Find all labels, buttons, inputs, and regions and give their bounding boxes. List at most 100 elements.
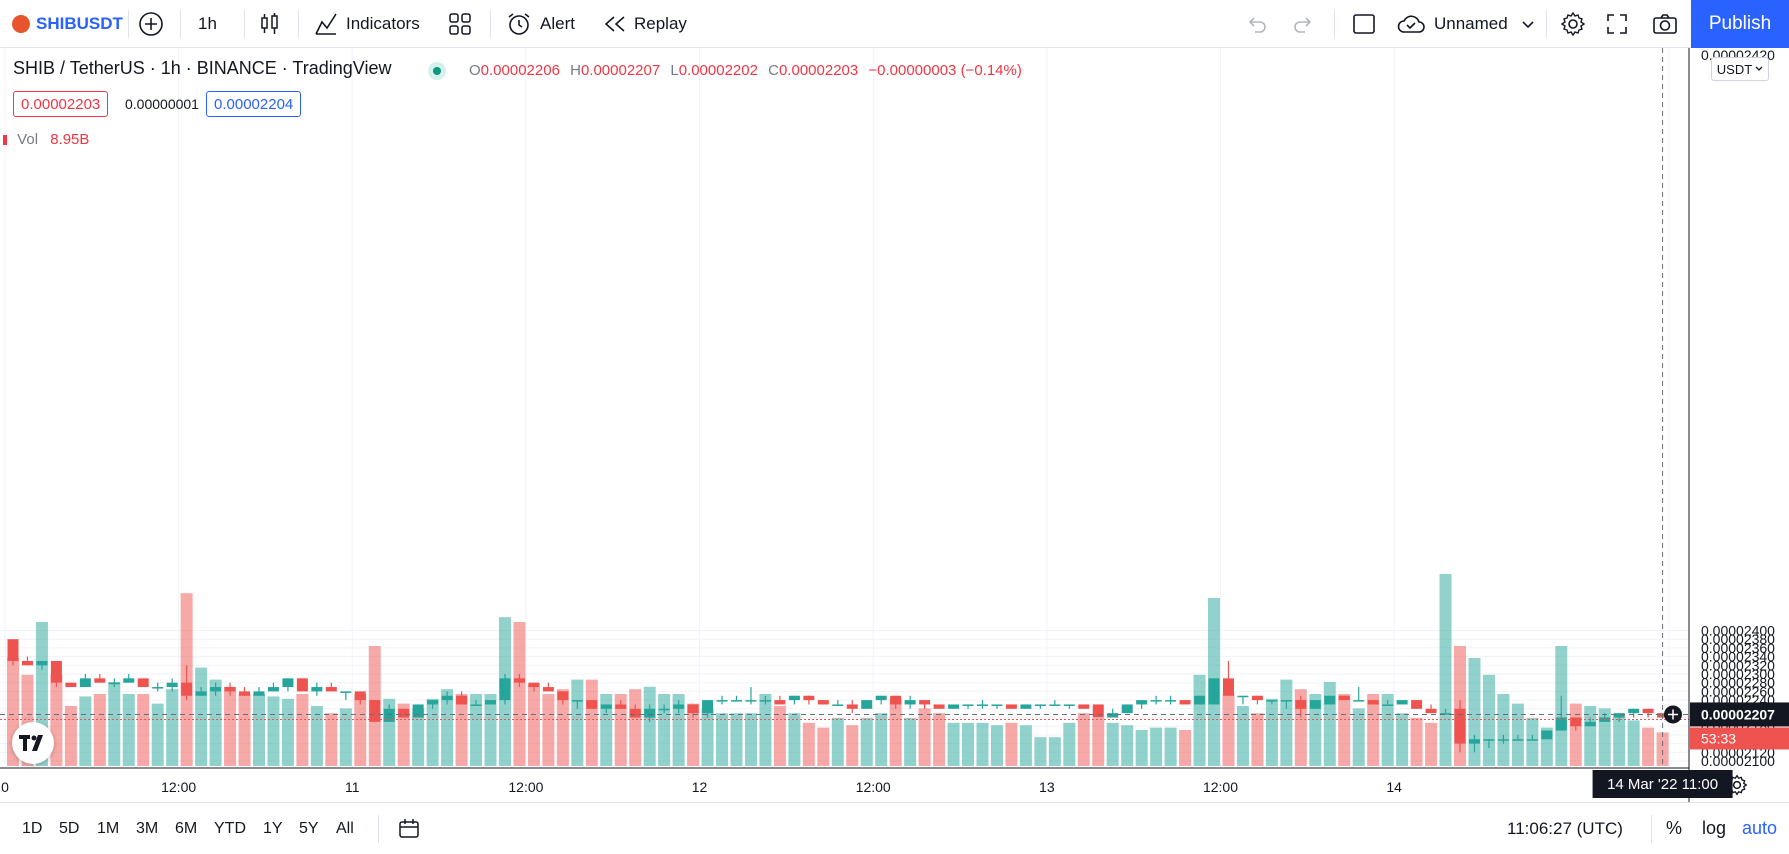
candle-body <box>1454 708 1466 744</box>
candle-body <box>861 700 873 709</box>
volume-bar <box>166 689 179 766</box>
tradingview-logo[interactable] <box>12 722 54 764</box>
volume-bar <box>455 694 468 766</box>
snapshot-button[interactable] <box>1652 0 1678 48</box>
templates-button[interactable] <box>448 0 472 48</box>
range-button-ytd[interactable]: YTD <box>214 819 246 837</box>
range-button-3m[interactable]: 3M <box>136 819 159 837</box>
currency-dropdown[interactable]: USDT <box>1711 57 1769 81</box>
redo-button[interactable] <box>1292 0 1314 48</box>
candle-body <box>1468 739 1480 744</box>
volume-bar <box>310 706 323 766</box>
time-tick-label: 12:00 <box>856 779 891 795</box>
candle-body <box>253 691 265 696</box>
square-icon <box>1353 14 1375 34</box>
candle-body <box>282 678 294 688</box>
candle-body <box>1570 717 1582 727</box>
volume-bar <box>1627 720 1640 766</box>
indicators-icon <box>315 13 337 35</box>
range-button-6m[interactable]: 6M <box>175 819 198 837</box>
candle-body <box>65 682 77 688</box>
candle-body <box>832 704 844 706</box>
volume-bar <box>1526 718 1539 766</box>
undo-button[interactable] <box>1246 0 1268 48</box>
replay-button[interactable]: Replay <box>604 0 687 48</box>
range-button-5d[interactable]: 5D <box>59 819 80 837</box>
candle-body <box>1309 700 1321 709</box>
candle-body <box>79 678 91 688</box>
percent-label: % <box>1666 818 1683 838</box>
candle-body <box>875 695 887 701</box>
range-button-1y[interactable]: 1Y <box>263 819 283 837</box>
candle-body <box>1440 713 1452 715</box>
volume-bar <box>1468 658 1481 766</box>
candle-body <box>470 704 482 706</box>
volume-bar <box>1092 718 1105 766</box>
settings-button[interactable] <box>1560 0 1586 48</box>
volume-bar <box>1063 722 1076 766</box>
volume-bar <box>1410 718 1423 766</box>
volume-bar <box>817 727 830 766</box>
auto-scale-button[interactable]: auto <box>1742 803 1777 854</box>
candle-body <box>1555 717 1567 731</box>
volume-bar <box>701 708 714 766</box>
cloud-check-icon <box>1397 15 1425 33</box>
candle-body <box>933 704 945 709</box>
candle-body <box>759 700 771 702</box>
candle-body <box>1584 721 1596 727</box>
currency-label: USDT <box>1716 61 1753 77</box>
market-open-icon <box>433 67 441 75</box>
volume-bar <box>875 713 888 766</box>
symbol-label: SHIBUSDT <box>36 14 123 33</box>
candle-body <box>1208 678 1220 705</box>
candle-body <box>542 687 554 692</box>
gear-icon <box>1726 774 1748 796</box>
candle-body <box>513 678 525 683</box>
compare-symbol-button[interactable] <box>138 0 164 48</box>
volume-bar <box>441 689 454 766</box>
candle-body <box>340 691 352 693</box>
buy-price-chip[interactable]: 0.00002204 <box>206 91 302 117</box>
log-scale-button[interactable]: log <box>1702 803 1726 854</box>
candle-body <box>50 660 62 683</box>
candle-body <box>1280 700 1292 702</box>
volume-bar <box>1005 722 1018 766</box>
price-tick-label: 0.00002260 <box>1701 683 1775 699</box>
layout-save-button[interactable]: Unnamed <box>1396 0 1534 48</box>
candle-body <box>441 695 453 701</box>
range-button-all[interactable]: All <box>336 819 354 837</box>
chart-type-button[interactable] <box>258 0 282 48</box>
utc-clock[interactable]: 11:06:27 (UTC) <box>1507 803 1623 854</box>
volume-bar <box>788 713 801 766</box>
range-button-5y[interactable]: 5Y <box>299 819 319 837</box>
candle-body <box>1179 700 1191 705</box>
range-button-1m[interactable]: 1M <box>97 819 120 837</box>
go-to-date-button[interactable] <box>398 803 422 854</box>
chart-grid <box>0 48 1689 768</box>
volume-bar <box>1425 722 1438 766</box>
time-tick-label: 14 <box>1386 779 1402 795</box>
volume-bar <box>1077 713 1090 766</box>
ask-value: 0.00002204 <box>214 95 294 113</box>
candle-body <box>600 704 612 709</box>
bid-value: 0.00002203 <box>21 95 101 113</box>
volume-bar <box>556 689 569 766</box>
interval-button[interactable]: 1h <box>198 0 217 48</box>
symbol-search[interactable]: SHIBUSDT <box>12 0 123 48</box>
candle-body <box>108 682 120 685</box>
alert-button[interactable]: Alert <box>506 0 575 48</box>
market-status-dot[interactable] <box>428 62 446 80</box>
fullscreen-button[interactable] <box>1606 0 1628 48</box>
percent-scale-button[interactable]: % <box>1666 803 1682 854</box>
range-button-1d[interactable]: 1D <box>22 819 43 837</box>
indicators-button[interactable]: Indicators <box>314 0 420 48</box>
candle-body <box>239 691 251 696</box>
sell-price-chip[interactable]: 0.00002203 <box>13 91 109 117</box>
volume-bar <box>1193 674 1206 766</box>
publish-button[interactable]: Publish <box>1691 0 1789 48</box>
time-axis-settings-button[interactable] <box>1726 774 1750 798</box>
price-tick-label: 0.00002380 <box>1701 631 1775 647</box>
fullscreen-layout-button[interactable] <box>1352 0 1376 48</box>
volume-bar <box>137 694 150 766</box>
